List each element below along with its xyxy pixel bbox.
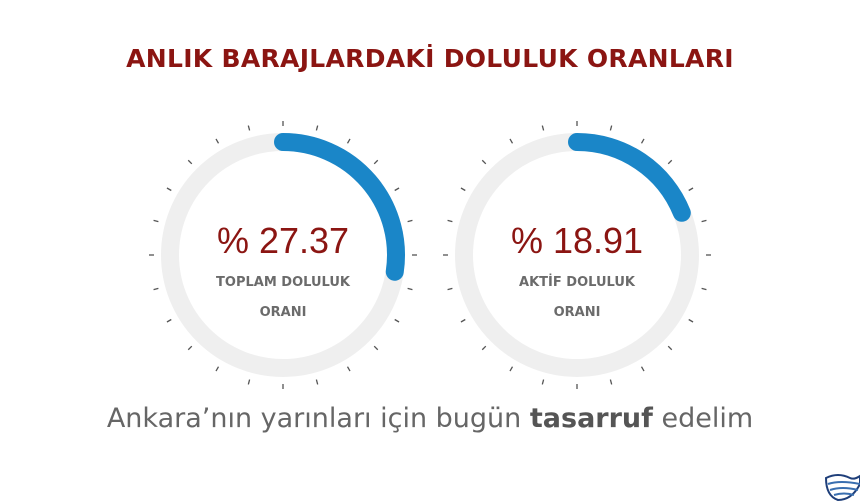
gauge-label-line1: AKTİF DOLULUK [519, 275, 635, 290]
gauge-tick [346, 366, 351, 372]
gauge-tick [373, 159, 379, 165]
gauge-value: % 18.91 [510, 220, 644, 261]
gauge-tick [187, 345, 193, 351]
gauge-tick [373, 345, 379, 351]
gauge-total-fill: % 27.37 TOPLAM DOLULUK ORANI [148, 120, 418, 390]
gauge-tick [460, 187, 466, 192]
slogan: Ankara’nın yarınları için bugün tasarruf… [0, 403, 860, 434]
gauge-tick [701, 219, 707, 223]
gauge-tick [701, 287, 707, 291]
gauge-tick [609, 379, 613, 385]
gauge-tick [166, 318, 172, 323]
gauge-tick [247, 125, 251, 131]
gauge-tick [447, 219, 453, 223]
gauge-fill-arc [568, 133, 691, 222]
gauge-ring [443, 121, 711, 389]
slogan-text: Ankara’nın yarınları için bugün [106, 403, 530, 434]
gauge-tick [509, 138, 514, 144]
gauge-tick [688, 318, 694, 323]
gauge-tick [346, 138, 351, 144]
gauge-tick [541, 125, 545, 131]
gauge-tick [215, 138, 220, 144]
gauge-tick [187, 159, 193, 165]
gauge-tick [394, 187, 400, 192]
page-title: ANLIK BARAJLARDAKİ DOLULUK ORANLARI [126, 44, 734, 73]
gauge-active-fill: % 18.91 AKTİF DOLULUK ORANI [442, 120, 712, 390]
gauge-tick [153, 219, 159, 223]
gauge-tick [509, 366, 514, 372]
gauge-tick [447, 287, 453, 291]
gauge-tick [640, 138, 645, 144]
gauge-fill-arc [274, 133, 405, 281]
gauge-tick [166, 187, 172, 192]
gauge-label: AKTİF DOLULUK ORANI [492, 268, 662, 328]
slogan-text-end: edelim [652, 403, 754, 434]
gauge-label: TOPLAM DOLULUK ORANI [198, 268, 368, 328]
gauge-tick [460, 318, 466, 323]
gauge-tick [407, 219, 413, 223]
gauge-ring [149, 121, 417, 389]
slogan-bold: tasarruf [529, 403, 653, 434]
gauge-tick [315, 125, 319, 131]
gauge-value: % 27.37 [216, 220, 350, 261]
gauge-tick [247, 379, 251, 385]
gauge-label-line1: TOPLAM DOLULUK [216, 275, 350, 290]
gauge-tick [481, 345, 487, 351]
gauge-tick [407, 287, 413, 291]
gauge-label-line2: ORANI [553, 305, 601, 320]
gauge-tick [315, 379, 319, 385]
gauge-tick [640, 366, 645, 372]
gauge-tick [481, 159, 487, 165]
gauge-tick [688, 187, 694, 192]
gauge-tick [667, 159, 673, 165]
gauge-tick [153, 287, 159, 291]
gauge-tick [541, 379, 545, 385]
water-wave-logo-icon [824, 474, 860, 502]
gauge-tick [394, 318, 400, 323]
gauge-tick [215, 366, 220, 372]
gauge-tick [667, 345, 673, 351]
gauge-tick [609, 125, 613, 131]
gauge-label-line2: ORANI [259, 305, 307, 320]
